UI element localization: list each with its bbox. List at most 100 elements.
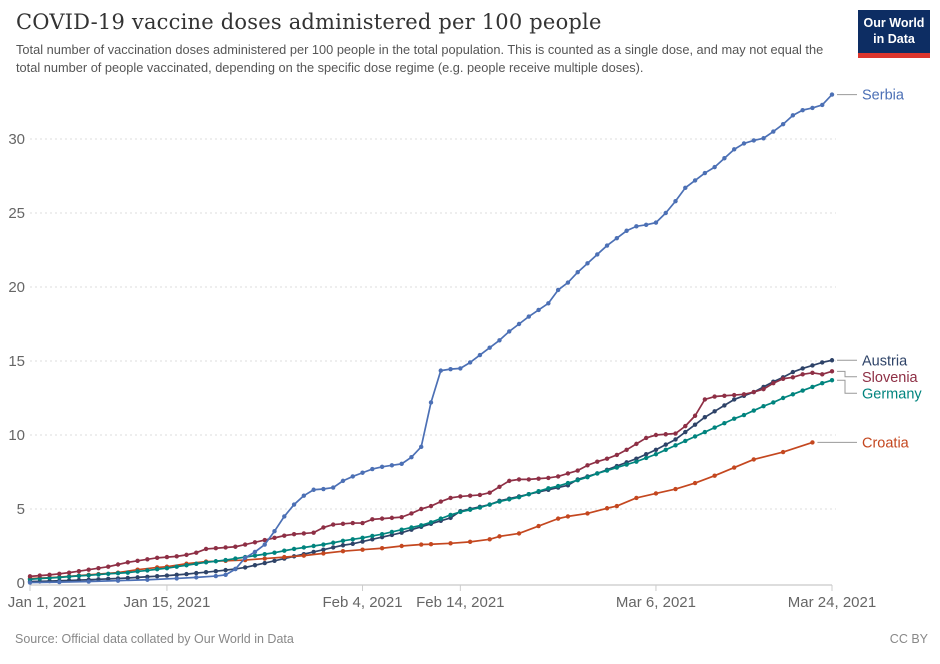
data-point bbox=[780, 449, 786, 455]
data-point bbox=[428, 520, 434, 525]
legend-label-slovenia[interactable]: Slovenia bbox=[862, 370, 919, 386]
legend-label-croatia[interactable]: Croatia bbox=[862, 435, 910, 451]
data-point bbox=[829, 92, 835, 97]
data-point bbox=[389, 529, 395, 535]
data-point bbox=[340, 478, 346, 484]
data-point bbox=[419, 542, 424, 547]
data-point bbox=[458, 366, 463, 371]
data-point bbox=[820, 372, 825, 377]
data-point bbox=[301, 531, 307, 536]
data-point bbox=[379, 531, 385, 537]
data-point bbox=[379, 546, 385, 551]
data-point bbox=[585, 463, 590, 468]
legend-label-austria[interactable]: Austria bbox=[862, 353, 908, 369]
data-point bbox=[614, 235, 620, 241]
data-point bbox=[702, 397, 708, 402]
data-point bbox=[340, 521, 346, 526]
data-point bbox=[555, 516, 561, 521]
data-point bbox=[585, 261, 590, 266]
data-point bbox=[477, 492, 483, 498]
data-point bbox=[487, 345, 492, 350]
data-point bbox=[262, 556, 267, 561]
data-point bbox=[37, 573, 42, 578]
data-point bbox=[692, 422, 698, 427]
x-tick-label-1: Jan 15, 2021 bbox=[124, 594, 211, 611]
data-point bbox=[702, 415, 708, 420]
y-tick-label-15: 15 bbox=[8, 353, 25, 370]
data-point bbox=[653, 447, 659, 452]
data-point bbox=[604, 456, 610, 461]
data-point bbox=[360, 539, 365, 544]
data-point bbox=[595, 471, 600, 476]
data-point bbox=[516, 477, 522, 482]
data-point bbox=[829, 378, 835, 383]
data-point bbox=[330, 522, 336, 527]
data-point bbox=[203, 546, 209, 552]
data-point bbox=[731, 392, 737, 398]
data-point bbox=[800, 388, 805, 393]
data-point bbox=[184, 563, 189, 568]
data-point bbox=[115, 571, 121, 576]
data-point bbox=[458, 494, 463, 499]
data-point bbox=[790, 113, 796, 118]
data-point bbox=[771, 400, 776, 405]
data-point bbox=[223, 557, 228, 563]
data-point bbox=[184, 552, 189, 558]
legend-label-serbia[interactable]: Serbia bbox=[862, 88, 905, 104]
data-point bbox=[262, 560, 267, 566]
data-point bbox=[174, 554, 179, 559]
data-point bbox=[223, 572, 228, 578]
data-point bbox=[86, 573, 91, 578]
data-point bbox=[800, 366, 805, 371]
data-point bbox=[477, 352, 483, 358]
data-point bbox=[145, 568, 150, 573]
data-point bbox=[213, 546, 219, 551]
data-point bbox=[712, 409, 717, 414]
data-point bbox=[399, 543, 404, 549]
data-point bbox=[467, 539, 473, 545]
data-point bbox=[467, 507, 473, 512]
data-point bbox=[242, 565, 248, 570]
data-point bbox=[536, 307, 541, 313]
data-point bbox=[575, 477, 580, 483]
data-point bbox=[780, 395, 786, 401]
data-point bbox=[643, 455, 649, 461]
data-point bbox=[301, 493, 307, 498]
data-point bbox=[467, 493, 473, 498]
data-point bbox=[379, 464, 385, 470]
data-point bbox=[47, 575, 52, 581]
data-point bbox=[164, 554, 170, 560]
data-point bbox=[242, 542, 248, 547]
data-point bbox=[135, 575, 140, 580]
data-point bbox=[194, 575, 199, 580]
series-markers-serbia bbox=[27, 92, 835, 585]
data-point bbox=[487, 537, 492, 542]
data-point bbox=[731, 147, 737, 152]
owid-logo: Our World in Data bbox=[858, 10, 930, 58]
data-point bbox=[360, 547, 365, 552]
data-point bbox=[370, 466, 375, 472]
data-point bbox=[47, 572, 52, 578]
data-point bbox=[604, 243, 610, 248]
data-point bbox=[673, 198, 678, 204]
data-point bbox=[516, 531, 522, 536]
data-point bbox=[350, 537, 355, 542]
data-point bbox=[389, 463, 395, 468]
data-point bbox=[546, 486, 551, 491]
data-point bbox=[184, 571, 189, 577]
data-point bbox=[330, 545, 336, 550]
data-point bbox=[614, 503, 620, 509]
series-line-germany bbox=[29, 379, 833, 581]
data-point bbox=[565, 471, 571, 476]
legend-label-germany[interactable]: Germany bbox=[862, 386, 922, 402]
data-point bbox=[252, 563, 258, 568]
data-point bbox=[262, 542, 267, 547]
data-point bbox=[428, 400, 434, 405]
data-point bbox=[771, 129, 776, 134]
data-point bbox=[663, 442, 668, 447]
data-point bbox=[673, 437, 678, 442]
data-point bbox=[653, 220, 659, 225]
data-point bbox=[419, 506, 424, 512]
data-point bbox=[203, 560, 209, 565]
data-point bbox=[301, 545, 307, 550]
